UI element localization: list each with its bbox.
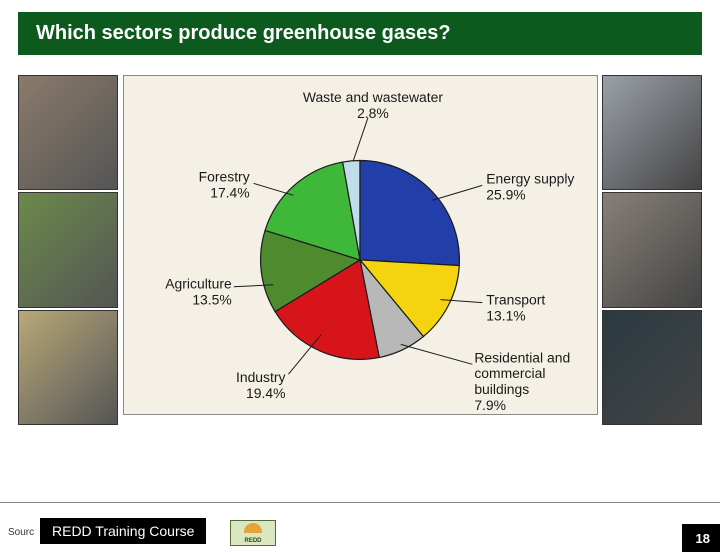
source-text: Sourc — [8, 527, 34, 538]
slice-label: Transport — [486, 292, 545, 308]
slice-percent: 17.4% — [210, 184, 249, 200]
slice-label: Waste and wastewater — [303, 89, 444, 105]
slice-label: Forestry — [199, 168, 250, 184]
leader-line — [254, 183, 294, 195]
slice-percent: 13.1% — [486, 308, 525, 324]
slice-percent: 7.9% — [474, 397, 506, 413]
course-label-box: REDD Training Course — [40, 518, 206, 544]
redd-logo: REDD — [230, 520, 276, 546]
slice-percent: 19.4% — [246, 385, 285, 401]
slide-footer: Sourc REDD Training Course REDD 18 — [0, 502, 720, 552]
slice-label: Agriculture — [165, 276, 232, 292]
photo-city — [602, 310, 702, 425]
photo-agriculture — [18, 192, 118, 307]
sun-icon — [244, 523, 262, 533]
photo-industry — [18, 310, 118, 425]
logo-text: REDD — [244, 538, 261, 545]
pie-chart: Waste and wastewater2.8% Energy supply25.… — [124, 76, 597, 414]
right-photo-strip — [602, 75, 702, 425]
slide-title: Which sectors produce greenhouse gases? — [18, 12, 702, 55]
pie-chart-panel: Waste and wastewater2.8% Energy supply25.… — [123, 75, 598, 415]
leader-line — [433, 185, 483, 200]
slice-percent: 13.5% — [192, 292, 231, 308]
leader-line — [353, 118, 368, 162]
slice-label: Residential and — [474, 349, 570, 365]
pie-slice — [360, 161, 459, 266]
slice-label: Industry — [236, 369, 286, 385]
slice-label: buildings — [474, 381, 529, 397]
slice-label: Energy supply — [486, 170, 574, 186]
slice-percent: 2.8% — [357, 105, 389, 121]
photo-powerlines — [602, 75, 702, 190]
slice-label: commercial — [474, 365, 545, 381]
slice-percent: 25.9% — [486, 186, 525, 202]
photo-traffic — [602, 192, 702, 307]
page-number: 18 — [696, 531, 710, 546]
leader-line — [401, 344, 473, 364]
left-photo-strip — [18, 75, 118, 425]
photo-deforestation — [18, 75, 118, 190]
content-area: Waste and wastewater2.8% Energy supply25.… — [18, 75, 702, 425]
